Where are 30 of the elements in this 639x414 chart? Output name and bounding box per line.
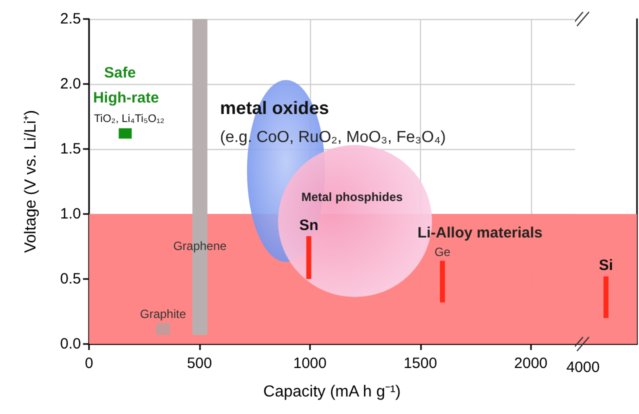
y-tick-label: 2.0 — [60, 76, 81, 92]
annotation: Metal phosphides — [301, 190, 403, 204]
annotation: Safe — [104, 64, 136, 82]
series-label: Ge — [434, 244, 450, 259]
y-tick-label: 2.5 — [60, 10, 81, 28]
annotation: metal oxides — [220, 98, 330, 118]
annotation: Li-Alloy materials — [417, 224, 543, 242]
y-tick-label: 1.0 — [60, 206, 81, 222]
bar — [306, 236, 312, 279]
series-label: TiO₂, Li₄Ti₅O₁₂ — [94, 113, 164, 126]
series-label: Graphene — [173, 239, 227, 254]
bar — [118, 128, 132, 139]
text: 4000 — [566, 359, 600, 376]
y-tick-label: 0.0 — [60, 336, 81, 352]
annotation: High-rate — [93, 90, 159, 106]
series-label: Si — [598, 257, 614, 274]
x-tick-label: 1500 — [404, 355, 438, 372]
x-axis-title: Capacity (mA h g⁻¹) — [263, 384, 401, 400]
x-tick-label: 1000 — [293, 355, 327, 372]
x-tick-label: 0 — [84, 355, 94, 372]
y-tick-label: 1.5 — [60, 140, 81, 158]
series-label: Sn — [299, 217, 318, 234]
x-tick-label: 2000 — [514, 355, 548, 372]
series-label: Graphite — [140, 307, 186, 322]
x-tick-label: 500 — [186, 355, 212, 372]
bar — [156, 323, 170, 335]
y-axis-title: Voltage (V vs. Li/Li⁺) — [22, 110, 40, 253]
y-tick-label: 0.5 — [60, 270, 81, 288]
bar — [440, 260, 445, 302]
annotation: (e.g. CoO, RuO₂, MoO₃, Fe₃O₄) — [220, 129, 446, 146]
